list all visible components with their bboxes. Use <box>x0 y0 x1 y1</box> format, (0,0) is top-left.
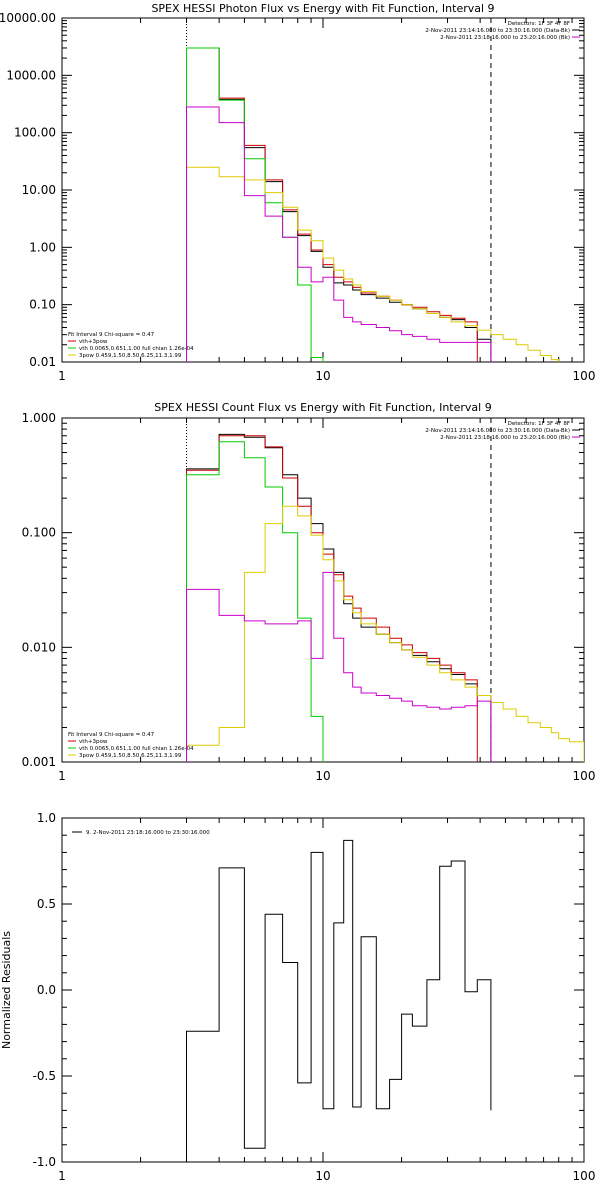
series-data-bk <box>186 433 492 762</box>
fit-legend-entry: vth 0.0065,0.651,1.00 full chian 1.26e-0… <box>79 346 194 352</box>
series-bk <box>186 571 492 762</box>
header-line: 2-Nov-2011 23:14:16.000 to 23:30:16.000 … <box>425 28 570 34</box>
y-tick-label: 1.000 <box>22 411 56 425</box>
header-line: 2-Nov-2011 23:18:16.000 to 23:20:16.000 … <box>440 435 570 441</box>
fit-legend-entry: vth+3pow <box>79 739 108 745</box>
header-line: 2-Nov-2011 23:18:16.000 to 23:20:16.000 … <box>440 35 570 41</box>
y-tick-label: -0.5 <box>33 1069 56 1083</box>
series-vth-3pow <box>186 435 478 762</box>
fit-legend-entry: vth+3pow <box>79 339 108 345</box>
y-axis-title: Normalized Residuals <box>0 931 13 1049</box>
header-line: Detectors: 1F 3F 4F 8F <box>508 421 570 427</box>
series-group <box>186 433 584 762</box>
residual-legend-label: 9. 2-Nov-2011 23:18:16.000 to 23:30:16.0… <box>86 830 210 836</box>
fit-legend-entry: vth 0.0065,0.651,1.00 full chian 1.26e-0… <box>79 746 194 752</box>
y-tick-label: 1.00 <box>29 240 56 254</box>
series-group <box>186 839 492 1162</box>
y-tick-label: 100.00 <box>14 126 56 140</box>
x-tick-label: 100 <box>573 1169 596 1183</box>
x-tick-label: 10 <box>315 369 330 383</box>
x-tick-label: 10 <box>315 769 330 783</box>
y-tick-label: 10000.00 <box>0 11 56 25</box>
chart-title: SPEX HESSI Count Flux vs Energy with Fit… <box>154 401 491 414</box>
fit-legend-title: Fit Interval 9 Chi-square = 0.47 <box>68 732 155 738</box>
series-vth-3pow <box>186 47 478 362</box>
fit-legend-title: Fit Interval 9 Chi-square = 0.47 <box>68 332 155 338</box>
header-line: Detectors: 1F 3F 4F 8F <box>508 21 570 27</box>
y-tick-label: 1.0 <box>37 811 56 825</box>
y-tick-label: 1000.00 <box>6 68 56 82</box>
residuals-panel: 1 10 100 -1.0 -0.5 0.0 0.5 1.0 Normalized Residu… <box>0 811 595 1183</box>
series-3pow <box>186 166 560 362</box>
series-data-bk <box>186 47 492 362</box>
x-tick-label: 1 <box>58 769 66 783</box>
fit-legend-entry: 3pow 0.459,1.50,8.50,6.25,11.3,1.99 <box>79 753 182 759</box>
x-tick-label: 100 <box>573 769 596 783</box>
y-tick-label: 10.00 <box>22 183 56 197</box>
series-residuals <box>186 839 492 1162</box>
y-tick-label: 0.100 <box>22 526 56 540</box>
x-tick-label: 10 <box>315 1169 330 1183</box>
y-tick-label: 0.001 <box>22 755 56 769</box>
photon-flux-panel: SPEX HESSI Photon Flux vs Energy with Fi… <box>0 2 595 383</box>
series-group <box>186 47 560 362</box>
x-tick-label: 100 <box>573 369 596 383</box>
series-3pow <box>186 505 584 762</box>
y-tick-label: 0.10 <box>29 298 56 312</box>
header-line: 2-Nov-2011 23:14:16.000 to 23:30:16.000 … <box>425 428 570 434</box>
y-tick-label: 0.01 <box>29 355 56 369</box>
x-tick-label: 1 <box>58 1169 66 1183</box>
y-tick-label: 0.0 <box>37 983 56 997</box>
fit-legend-entry: 3pow 0.459,1.50,8.50,6.25,11.3,1.99 <box>79 353 182 359</box>
series-vth <box>186 441 324 762</box>
series-vth <box>186 47 324 362</box>
series-bk <box>186 106 492 362</box>
y-tick-label: -1.0 <box>33 1155 56 1169</box>
x-tick-label: 1 <box>58 369 66 383</box>
y-tick-label: 0.5 <box>37 897 56 911</box>
y-tick-label: 0.010 <box>22 640 56 654</box>
plot-frame <box>61 17 585 363</box>
count-flux-panel: SPEX HESSI Count Flux vs Energy with Fit… <box>22 401 596 783</box>
chart-title: SPEX HESSI Photon Flux vs Energy with Fi… <box>151 2 494 15</box>
